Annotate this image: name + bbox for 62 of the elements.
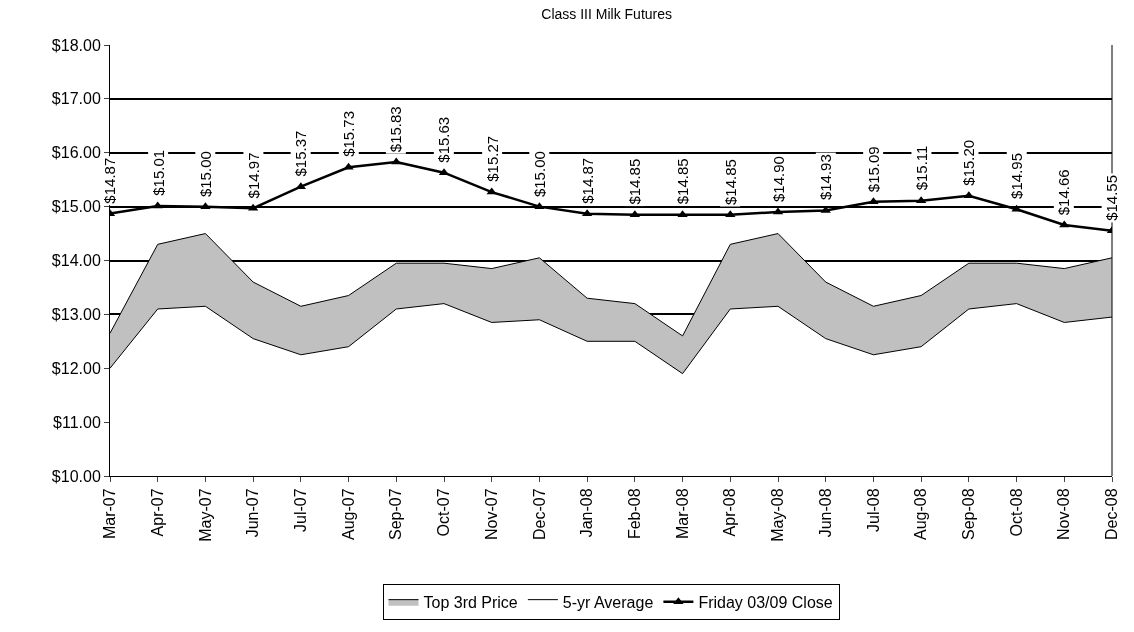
legend-label: Friday 03/09 Close <box>698 593 833 611</box>
x-tick-label: Sep-08 <box>960 488 978 540</box>
point <box>391 157 402 165</box>
x-tick-label: Jun-08 <box>816 488 834 538</box>
x-tick-label: Jan-08 <box>578 488 596 538</box>
data-label: $15.00 <box>196 151 214 198</box>
x-tick-label: Mar-07 <box>101 488 119 540</box>
x-tick-label: Mar-08 <box>673 488 691 540</box>
chart-title: Class III Milk Futures <box>541 6 673 23</box>
x-tick-label: Apr-07 <box>148 488 166 537</box>
y-tick-label: $16.00 <box>51 144 101 162</box>
data-label: $15.01 <box>149 149 167 196</box>
point <box>1059 220 1070 228</box>
point <box>343 162 354 170</box>
data-label: $14.85 <box>626 158 644 205</box>
x-tick-label: Apr-08 <box>721 488 739 537</box>
x-tick-label: Jun-07 <box>244 488 262 538</box>
data-label: $15.37 <box>292 130 310 177</box>
x-tick-label: May-08 <box>769 488 787 542</box>
y-tick-label: $14.00 <box>51 252 101 270</box>
data-label: $14.55 <box>1103 174 1121 221</box>
point <box>1011 204 1022 212</box>
data-label: $14.85 <box>673 158 691 205</box>
x-tick-label: Dec-07 <box>530 488 548 540</box>
y-tick-label: $10.00 <box>51 467 101 485</box>
y-tick-label: $12.00 <box>51 359 101 377</box>
x-tick-label: Feb-08 <box>626 488 644 540</box>
legend-label: Top 3rd Price <box>423 593 518 611</box>
y-tick-label: $15.00 <box>51 198 101 216</box>
data-label: $14.85 <box>721 159 739 205</box>
data-label: $15.20 <box>960 139 978 186</box>
x-tick-label: May-07 <box>196 488 214 542</box>
data-label: $15.09 <box>864 146 882 193</box>
data-label: $15.11 <box>912 145 930 191</box>
data-label: $15.73 <box>340 110 358 157</box>
x-tick-label: Jul-07 <box>292 488 310 532</box>
x-tick-label: Aug-07 <box>339 488 357 540</box>
data-label: $15.83 <box>387 106 405 153</box>
x-tick-label: Nov-08 <box>1055 488 1073 540</box>
x-tick-label: Oct-08 <box>1007 488 1025 537</box>
y-tick-label: $17.00 <box>51 90 101 108</box>
y-tick-label: $18.00 <box>51 36 101 54</box>
x-tick-label: Dec-08 <box>1103 488 1121 540</box>
data-label: $14.87 <box>101 157 119 204</box>
data-label: $14.93 <box>817 154 835 201</box>
data-label: $14.95 <box>1008 153 1026 199</box>
data-label: $14.66 <box>1055 169 1073 216</box>
legend-label: 5-yr Average <box>562 593 654 611</box>
x-tick-label: Aug-08 <box>912 488 930 540</box>
x-tick-label: Nov-07 <box>482 488 500 540</box>
x-tick-label: Oct-07 <box>435 488 453 537</box>
x-tick-label: Jul-08 <box>864 488 882 532</box>
x-tick-label: Sep-07 <box>387 488 405 540</box>
data-label: $15.00 <box>530 151 548 198</box>
data-label: $14.97 <box>244 152 262 199</box>
data-label: $15.63 <box>435 116 453 163</box>
data-label: $14.87 <box>578 157 596 204</box>
data-label: $14.90 <box>769 156 787 203</box>
y-tick-label: $13.00 <box>51 305 101 323</box>
data-label: $15.27 <box>483 135 501 182</box>
point <box>868 197 879 205</box>
y-tick-label: $11.00 <box>53 413 101 431</box>
